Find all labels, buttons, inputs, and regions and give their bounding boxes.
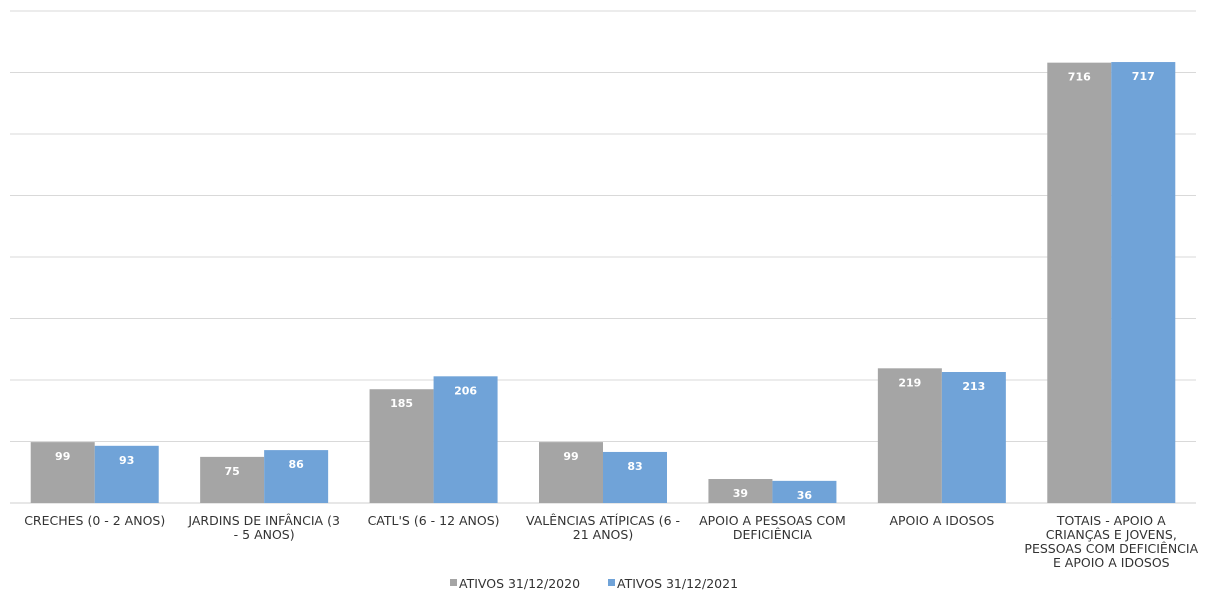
- category-label: APOIO A PESSOAS COM DEFICIÊNCIA: [699, 513, 846, 542]
- category-label: TOTAIS - APOIO A CRIANÇAS E JOVENS, PESSOA…: [1024, 513, 1198, 570]
- bar: [1047, 62, 1112, 503]
- legend-swatch: [608, 579, 615, 586]
- category-label: APOIO A IDOSOS: [889, 513, 994, 528]
- bar-value-label: 206: [454, 384, 477, 397]
- category-label: JARDINS DE INFÂNCIA (3- 5 ANOS): [187, 513, 340, 542]
- bar-value-label: 83: [627, 460, 642, 473]
- bar: [200, 456, 265, 503]
- category-label: CATL'S (6 - 12 ANOS): [368, 513, 500, 528]
- legend-label: ATIVOS 31/12/2020: [459, 576, 580, 591]
- bar: [94, 445, 159, 503]
- bar: [603, 451, 667, 503]
- bar-value-label: 213: [962, 380, 985, 393]
- category-label: CRECHES (0 - 2 ANOS): [24, 513, 165, 528]
- bar: [264, 450, 329, 503]
- bar: [708, 479, 773, 503]
- bar: [1111, 62, 1176, 504]
- bar-value-label: 716: [1068, 71, 1091, 84]
- legend-swatch: [450, 579, 457, 586]
- bar: [877, 368, 942, 503]
- bar-value-label: 39: [733, 487, 748, 500]
- bar: [433, 376, 498, 503]
- bar-value-label: 185: [390, 397, 413, 410]
- bar: [539, 442, 603, 503]
- bar-value-label: 86: [288, 458, 304, 471]
- legend-label: ATIVOS 31/12/2021: [617, 576, 738, 591]
- gridlines: [10, 10, 1196, 504]
- legend: ATIVOS 31/12/2020 ATIVOS 31/12/2021: [450, 576, 738, 591]
- bar-value-labels: 99 93 75 86 185 206 99 83 39 36 219 213 716 717: [55, 70, 1155, 502]
- bar-value-label: 219: [898, 376, 921, 389]
- bar: [30, 442, 95, 503]
- category-label: VALÊNCIAS ATÍPICAS (6 -21 ANOS): [526, 513, 680, 542]
- bar: [772, 480, 837, 503]
- bar-value-label: 93: [119, 454, 134, 467]
- bar: [369, 389, 434, 503]
- bar-value-label: 36: [797, 489, 813, 502]
- bar-value-label: 99: [563, 450, 578, 463]
- bar-value-label: 75: [224, 465, 239, 478]
- category-labels: CRECHES (0 - 2 ANOS) JARDINS DE INFÂNCIA …: [24, 513, 1198, 570]
- bar: [941, 372, 1006, 503]
- bar-value-label: 99: [55, 450, 70, 463]
- bar-value-label: 717: [1132, 70, 1155, 83]
- bars: [30, 62, 1176, 504]
